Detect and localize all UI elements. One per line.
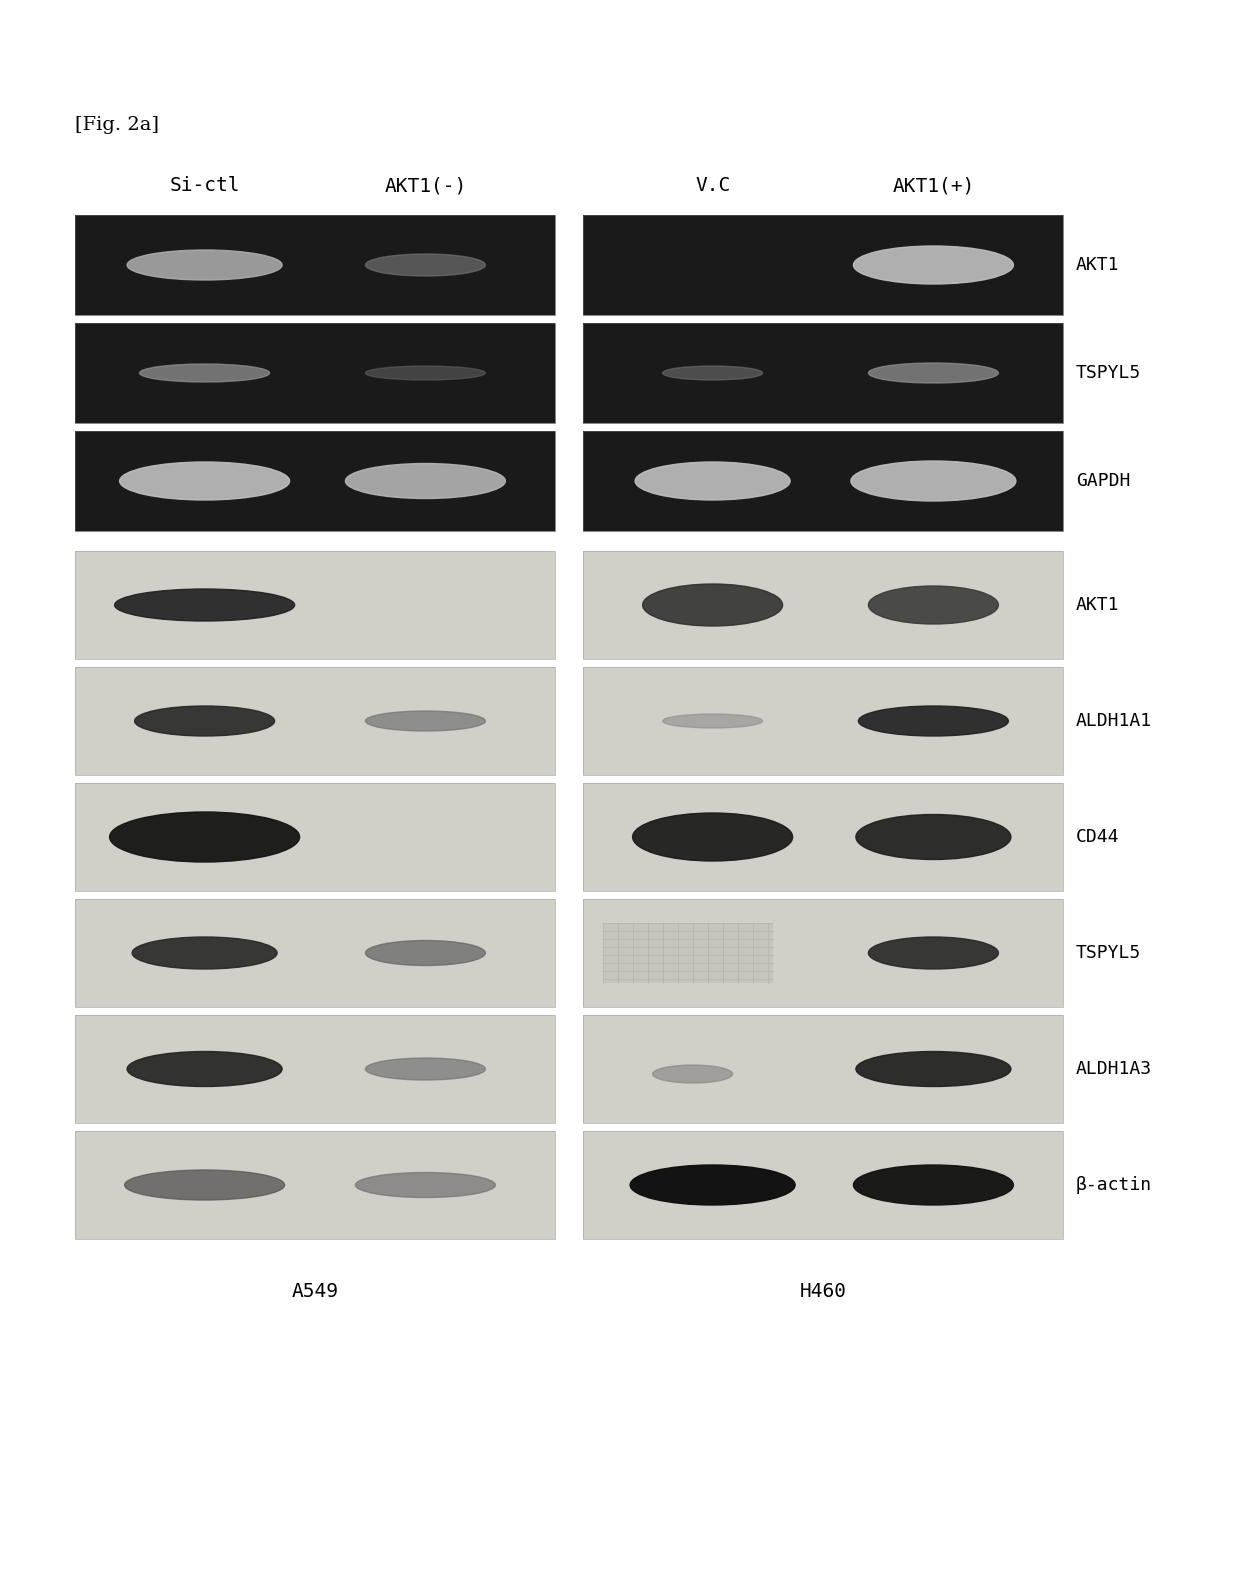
Ellipse shape	[140, 365, 269, 382]
Ellipse shape	[632, 813, 792, 861]
Ellipse shape	[366, 1059, 485, 1079]
Bar	[583, 899, 1063, 1006]
Bar	[583, 783, 1063, 891]
Bar	[74, 431, 556, 531]
Bar	[74, 552, 556, 659]
Ellipse shape	[856, 1051, 1011, 1086]
Ellipse shape	[630, 1165, 795, 1205]
Ellipse shape	[853, 246, 1013, 284]
Text: AKT1: AKT1	[1076, 257, 1120, 274]
Bar	[74, 667, 556, 775]
Ellipse shape	[366, 366, 485, 380]
Ellipse shape	[119, 461, 290, 499]
Bar	[583, 783, 1063, 891]
Text: TSPYL5: TSPYL5	[1076, 945, 1141, 962]
Bar	[74, 899, 556, 1006]
Text: ALDH1A1: ALDH1A1	[1076, 712, 1152, 731]
Ellipse shape	[128, 1051, 283, 1086]
Ellipse shape	[366, 712, 485, 731]
Text: CD44: CD44	[1076, 827, 1120, 846]
Ellipse shape	[366, 940, 485, 965]
Bar	[74, 552, 556, 659]
Bar	[74, 216, 556, 315]
Ellipse shape	[853, 1165, 1013, 1205]
Bar	[74, 667, 556, 775]
Text: β-actin: β-actin	[1076, 1176, 1152, 1194]
Ellipse shape	[851, 461, 1016, 501]
Bar	[74, 1132, 556, 1239]
Bar	[74, 783, 556, 891]
Ellipse shape	[662, 713, 763, 728]
Ellipse shape	[856, 815, 1011, 859]
Text: H460: H460	[800, 1282, 847, 1301]
Ellipse shape	[356, 1173, 496, 1198]
Ellipse shape	[124, 1170, 285, 1200]
Bar	[583, 552, 1063, 659]
Ellipse shape	[662, 366, 763, 380]
Text: Si-ctl: Si-ctl	[170, 176, 239, 195]
Ellipse shape	[128, 250, 283, 281]
Text: AKT1(-): AKT1(-)	[384, 176, 466, 195]
Ellipse shape	[366, 254, 485, 276]
Ellipse shape	[109, 812, 300, 862]
Bar	[74, 216, 556, 315]
Bar	[583, 667, 1063, 775]
Bar	[583, 1132, 1063, 1239]
Bar	[583, 899, 1063, 1006]
Bar	[74, 1132, 556, 1239]
Text: ALDH1A3: ALDH1A3	[1076, 1060, 1152, 1078]
Bar	[583, 1132, 1063, 1239]
Text: AKT1(+): AKT1(+)	[893, 176, 975, 195]
Ellipse shape	[114, 590, 295, 621]
Bar	[583, 323, 1063, 423]
Bar	[74, 323, 556, 423]
Ellipse shape	[635, 461, 790, 499]
Text: [Fig. 2a]: [Fig. 2a]	[74, 116, 159, 135]
Bar	[583, 1014, 1063, 1124]
Bar	[583, 431, 1063, 531]
Text: TSPYL5: TSPYL5	[1076, 365, 1141, 382]
Ellipse shape	[868, 937, 998, 968]
Ellipse shape	[135, 705, 274, 735]
Bar	[74, 1014, 556, 1124]
Bar	[74, 1014, 556, 1124]
Bar	[74, 899, 556, 1006]
Bar	[583, 216, 1063, 315]
Text: A549: A549	[291, 1282, 339, 1301]
Bar	[583, 667, 1063, 775]
Bar	[583, 323, 1063, 423]
Text: AKT1: AKT1	[1076, 596, 1120, 613]
Ellipse shape	[642, 583, 782, 626]
Ellipse shape	[133, 937, 277, 968]
Bar	[583, 216, 1063, 315]
Ellipse shape	[868, 586, 998, 624]
Ellipse shape	[346, 463, 506, 499]
Ellipse shape	[858, 705, 1008, 735]
Bar	[583, 1014, 1063, 1124]
Text: V.C: V.C	[694, 176, 730, 195]
Text: GAPDH: GAPDH	[1076, 472, 1131, 490]
Bar	[74, 431, 556, 531]
Bar	[74, 323, 556, 423]
Ellipse shape	[868, 363, 998, 384]
Bar	[583, 552, 1063, 659]
Bar	[603, 922, 773, 983]
Bar	[583, 431, 1063, 531]
Ellipse shape	[652, 1065, 733, 1083]
Bar	[74, 783, 556, 891]
